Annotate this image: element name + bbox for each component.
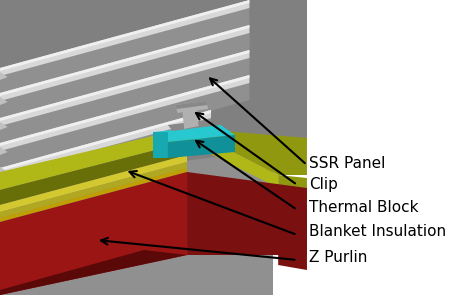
Polygon shape [187,172,307,255]
Polygon shape [0,167,8,175]
Polygon shape [182,107,199,129]
Polygon shape [0,90,211,192]
Polygon shape [0,72,8,80]
Polygon shape [0,0,307,295]
Polygon shape [0,250,187,295]
Polygon shape [0,168,187,222]
Polygon shape [278,208,307,270]
Text: Blanket Insulation: Blanket Insulation [309,224,446,240]
Polygon shape [273,130,455,295]
Polygon shape [0,155,187,212]
Polygon shape [0,142,187,205]
Polygon shape [0,97,8,105]
Polygon shape [0,0,307,175]
Polygon shape [168,120,211,131]
Polygon shape [187,128,307,175]
Polygon shape [175,101,208,113]
Polygon shape [168,135,235,158]
Polygon shape [0,50,249,121]
Polygon shape [0,25,249,101]
Polygon shape [0,75,249,151]
Polygon shape [0,147,8,155]
Polygon shape [154,142,168,158]
Polygon shape [154,132,168,142]
Polygon shape [175,101,207,109]
Text: Thermal Block: Thermal Block [309,201,419,216]
Polygon shape [0,128,278,190]
Text: Z Purlin: Z Purlin [309,250,367,266]
Text: SSR Panel: SSR Panel [309,155,385,171]
Polygon shape [278,188,307,210]
Polygon shape [0,172,187,295]
Polygon shape [0,162,187,218]
Polygon shape [0,110,211,171]
Polygon shape [0,0,249,71]
Polygon shape [0,122,8,130]
Polygon shape [0,0,249,76]
Polygon shape [0,25,249,96]
Text: Clip: Clip [309,178,338,193]
Polygon shape [0,30,249,140]
Polygon shape [0,110,211,176]
Polygon shape [175,105,177,113]
Polygon shape [0,0,307,185]
Polygon shape [0,5,249,118]
Polygon shape [0,55,249,170]
Polygon shape [0,50,249,126]
Polygon shape [0,75,249,146]
Polygon shape [154,125,235,142]
Polygon shape [278,175,307,195]
